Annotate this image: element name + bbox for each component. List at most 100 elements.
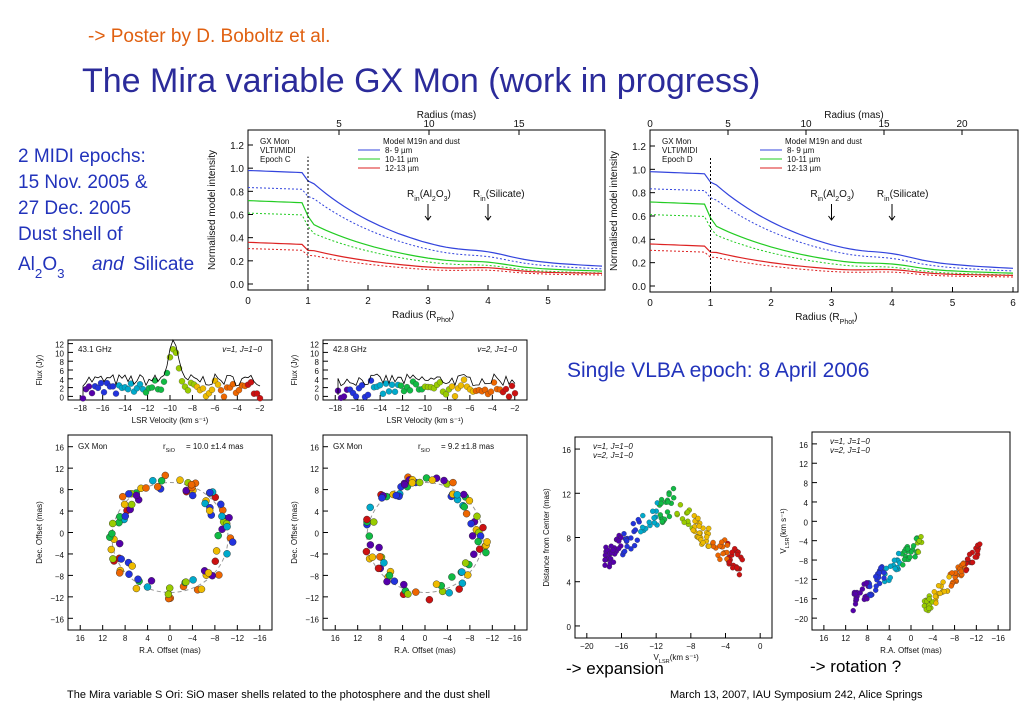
- spot: [935, 583, 942, 589]
- spot: [932, 593, 938, 600]
- frequency: 42.8 GHz: [333, 345, 367, 354]
- spot: [445, 589, 453, 597]
- tick-label: 15: [878, 119, 890, 130]
- caption: -> expansion: [566, 659, 664, 678]
- spot: [622, 548, 628, 555]
- spot: [94, 384, 102, 392]
- text-part: in: [480, 196, 486, 203]
- spot: [107, 545, 116, 554]
- tick-label: 0: [315, 393, 320, 402]
- arrow: [424, 204, 432, 221]
- tick-label: 8: [804, 480, 809, 489]
- tick-label: 16: [331, 634, 340, 643]
- spot: [674, 510, 680, 517]
- spot: [142, 484, 150, 492]
- tick-label: −4: [721, 642, 731, 651]
- spot: [85, 383, 93, 390]
- plot-frame: [811, 431, 1011, 631]
- spot: [710, 539, 716, 546]
- spot: [358, 382, 366, 389]
- spot: [400, 580, 408, 589]
- spot: [863, 580, 870, 586]
- spot: [205, 507, 214, 515]
- tick-label: 0: [647, 298, 653, 309]
- model-curve: [649, 201, 1014, 274]
- spot: [739, 557, 745, 563]
- annotation: Rin(Silicate): [473, 189, 525, 203]
- tick-label: 8: [315, 487, 320, 496]
- spot: [125, 490, 133, 498]
- spot: [624, 543, 630, 550]
- spot: [449, 478, 457, 487]
- tick-label: −16: [794, 596, 808, 605]
- tick-label: 4: [60, 376, 65, 385]
- text-part: O: [839, 189, 847, 200]
- spot: [136, 381, 144, 388]
- text-part: (Al: [823, 189, 835, 200]
- spot: [665, 499, 671, 505]
- spot: [873, 573, 879, 580]
- tick-label: 4: [145, 634, 150, 643]
- spot: [214, 531, 222, 540]
- text-part: LSR: [659, 659, 670, 665]
- spot: [378, 494, 386, 502]
- spot: [464, 571, 472, 579]
- spot: [376, 553, 384, 561]
- tick-label: 0: [567, 623, 572, 632]
- tick-label: −6: [465, 404, 475, 413]
- spot: [425, 596, 434, 604]
- axis-title: Distance from Center (mas): [542, 488, 551, 587]
- tick-label: 0: [647, 119, 653, 130]
- tick-label: 12: [310, 465, 319, 474]
- tick-label: 0: [909, 634, 914, 643]
- spot: [208, 386, 216, 393]
- spot: [416, 478, 424, 487]
- source-name: GX Mon: [78, 442, 107, 451]
- tick-label: 16: [819, 634, 828, 643]
- spot: [408, 479, 416, 487]
- spot: [883, 565, 889, 572]
- spot: [385, 571, 394, 580]
- model-curve: [247, 212, 603, 274]
- tick-label: −18: [328, 404, 342, 413]
- model-curve: [247, 200, 603, 272]
- spot: [176, 476, 184, 484]
- spot: [670, 485, 677, 492]
- spot: [475, 545, 484, 553]
- legend-label: v=2, J=1−0: [593, 451, 633, 460]
- spot: [453, 491, 461, 499]
- tick-label: 5: [545, 296, 551, 307]
- spot: [949, 570, 955, 576]
- spot: [112, 390, 120, 397]
- legend-label: 8- 9 µm: [787, 146, 815, 155]
- spot: [376, 382, 384, 389]
- spot: [88, 389, 96, 397]
- spot: [109, 383, 117, 390]
- tick-label: 0.2: [632, 259, 646, 270]
- footer-right: March 13, 2007, IAU Symposium 242, Alice…: [670, 689, 923, 701]
- tick-label: 12: [841, 634, 850, 643]
- text-part: 2: [35, 266, 42, 281]
- spot: [977, 541, 983, 547]
- text-part: V: [654, 653, 660, 662]
- text-part: R: [407, 189, 414, 200]
- spot: [965, 556, 971, 562]
- tick-label: 6: [315, 367, 320, 376]
- tick-label: −14: [118, 404, 132, 413]
- tick-label: −8: [443, 404, 453, 413]
- spot: [734, 551, 741, 558]
- poster-link: -> Poster by D. Boboltz et al.: [88, 26, 330, 47]
- spot: [214, 381, 222, 388]
- spot: [149, 477, 157, 485]
- spot: [651, 520, 658, 526]
- spot: [657, 512, 663, 518]
- spot: [470, 550, 478, 558]
- spot: [392, 491, 400, 500]
- midi-text: Dust shell of: [18, 224, 123, 245]
- tick-label: 1.2: [632, 142, 646, 153]
- spot: [666, 513, 673, 520]
- spot: [118, 493, 127, 501]
- text-part: 2: [835, 196, 839, 203]
- spot: [164, 590, 173, 598]
- arrow: [888, 204, 896, 221]
